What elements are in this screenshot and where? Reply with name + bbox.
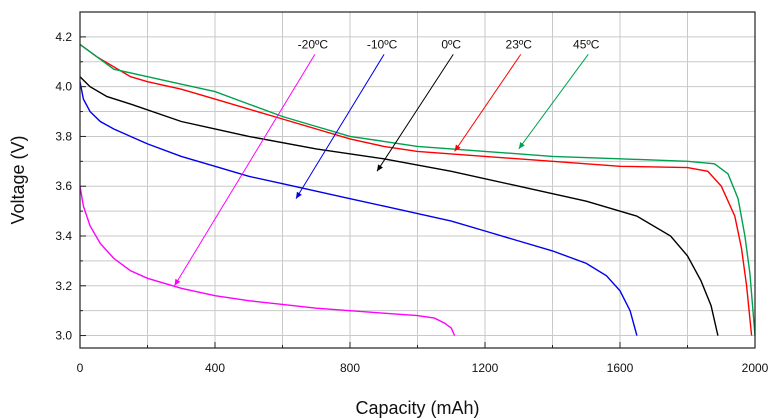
legend-pointer-arrowhead	[296, 191, 302, 199]
series-line	[79, 81, 638, 336]
x-tick-label: 400	[205, 361, 225, 375]
series-lines	[79, 43, 756, 336]
y-axis-title: Voltage (V)	[8, 135, 28, 224]
y-tick-label: 3.6	[55, 179, 72, 193]
y-tick-label: 3.4	[55, 229, 72, 243]
x-tick-label: 800	[340, 361, 360, 375]
y-tick-label: 4.0	[55, 80, 72, 94]
legend-label: 0ºC	[441, 37, 461, 51]
legend-pointer	[174, 54, 316, 287]
legend-pointer-arrowhead	[377, 164, 383, 172]
legend-pointer	[295, 54, 385, 199]
y-tick-labels: 3.0 3.2 3.4 3.6 3.8 4.0 4.2	[55, 30, 72, 343]
legend-pointer-arrowhead	[518, 142, 525, 149]
y-tick-label: 3.8	[55, 129, 72, 143]
x-axis-title: Capacity (mAh)	[355, 398, 479, 418]
legend-label: 45ºC	[573, 37, 600, 51]
series-line	[79, 43, 753, 336]
x-tick-label: 0	[77, 361, 84, 375]
x-tick-label: 1600	[607, 361, 634, 375]
y-tick-label: 3.0	[55, 329, 72, 343]
grid	[80, 12, 755, 348]
x-tick-labels: 0 400 800 1200 1600 2000	[77, 361, 769, 375]
legend-label: -10ºC	[367, 37, 398, 51]
series-line	[79, 43, 756, 336]
legend-pointer	[518, 54, 589, 150]
series-line	[79, 186, 456, 336]
legend-labels: -20ºC -10ºC 0ºC 23ºC 45ºC	[298, 37, 600, 51]
x-tick-label: 2000	[742, 361, 769, 375]
legend-pointers	[174, 54, 589, 287]
x-tick-label: 1200	[472, 361, 499, 375]
legend-label: 23ºC	[506, 37, 533, 51]
legend-label: -20ºC	[298, 37, 329, 51]
legend-pointer	[454, 54, 522, 152]
legend-pointer	[376, 54, 454, 172]
legend-pointer-arrowhead	[454, 144, 461, 152]
y-tick-label: 4.2	[55, 30, 72, 44]
series-line	[79, 76, 719, 336]
y-tick-label: 3.2	[55, 279, 72, 293]
legend-pointer-arrowhead	[174, 278, 181, 286]
plot-frame	[79, 11, 756, 349]
